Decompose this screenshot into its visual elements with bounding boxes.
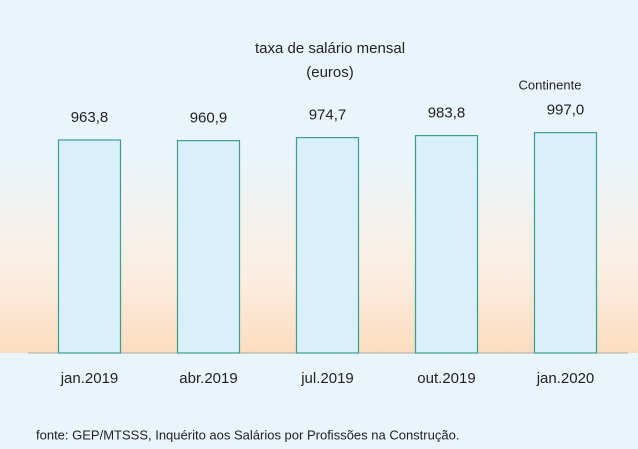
x-tick-label: abr.2019 <box>179 370 237 387</box>
x-tick-label: out.2019 <box>417 370 475 387</box>
bar <box>414 134 479 354</box>
x-tick-label: jan.2019 <box>60 370 119 387</box>
chart-title: taxa de salário mensal <box>255 40 405 57</box>
data-label: 997,0 <box>547 102 585 119</box>
x-tick-label: jul.2019 <box>300 370 354 387</box>
data-label: 960,9 <box>190 110 228 127</box>
bar <box>533 132 598 354</box>
annotation: Continente <box>519 77 582 92</box>
source-note: fonte: GEP/MTSSS, Inquérito aos Salários… <box>36 427 459 442</box>
chart-subtitle: (euros) <box>306 64 354 81</box>
bar <box>295 136 360 354</box>
data-label: 974,7 <box>309 107 347 124</box>
bar <box>176 140 241 354</box>
data-label: 983,8 <box>428 105 466 122</box>
x-tick-label: jan.2020 <box>536 370 595 387</box>
data-label: 963,8 <box>71 109 109 126</box>
bar <box>57 139 122 354</box>
